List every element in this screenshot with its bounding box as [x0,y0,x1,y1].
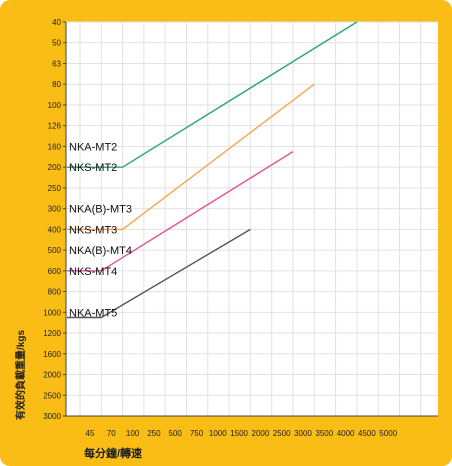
y-tick-label: 100 [48,101,62,110]
y-tick-label: 2500 [43,391,61,400]
y-tick-label: 126 [48,122,62,131]
x-tick-label: 70 [107,429,116,438]
y-tick-label: 1200 [43,329,61,338]
x-tick-label: 2000 [252,429,270,438]
series-line [67,21,358,168]
x-tick-label: 250 [147,429,161,438]
x-tick-label: 3500 [315,429,333,438]
x-tick-label: 5000 [379,429,397,438]
y-tick-label: 160 [48,142,62,151]
y-tick-label: 3000 [43,412,61,421]
x-tick-label: 45 [86,429,95,438]
series-annotation: NKS-MT2 [69,162,117,174]
x-tick-label: 4000 [337,429,355,438]
y-tick-label: 50 [52,39,61,48]
x-tick-label: 1000 [209,429,227,438]
annotations: NKA-MT2 NKS-MT2 NKA(B)-MT3 NKS-MT3 NKA(B)-MT… [69,141,132,319]
x-tick-label: 100 [126,429,140,438]
y-tick-label: 300 [48,205,62,214]
series-line [67,83,315,231]
series-line [67,151,294,272]
series-annotation: NKA(B)-MT3 [69,204,132,216]
x-tick-label: 4500 [358,429,376,438]
y-tick-label: 63 [52,59,61,68]
y-tick-label: 40 [52,18,61,27]
x-axis-label: 每分鐘/轉速 [84,446,142,460]
y-axis-label: 有效的負載重量/kgs [14,330,27,420]
series-annotation: NKS-MT4 [69,266,117,278]
x-tick-label: 750 [190,429,204,438]
x-tick-label: 500 [169,429,183,438]
y-tick-labels: 40 50 63 80 100 126 160 200 250 300 400 500 600 800 10… [43,18,66,421]
series-annotation: NKA-MT5 [69,307,117,319]
y-tick-label: 500 [48,246,62,255]
y-tick-label: 200 [48,163,62,172]
series-annotation: NKA-MT2 [69,141,117,153]
x-tick-label: 1500 [230,429,248,438]
series-lines [67,21,358,319]
axes [65,22,438,417]
y-tick-label: 2000 [43,371,61,380]
y-tick-label: 1600 [43,350,61,359]
y-tick-label: 400 [48,225,62,234]
plot-area [66,22,438,416]
y-tick-label: 1000 [43,308,61,317]
series-line [67,228,251,319]
series-annotation: NKA(B)-MT4 [69,245,132,257]
x-tick-labels: 45 70 100 250 500 750 1000 1500 2000 2500 3000 3500… [86,429,398,438]
series-annotation: NKS-MT3 [69,224,117,236]
y-tick-label: 250 [48,184,62,193]
x-tick-label: 2500 [273,429,291,438]
y-tick-label: 800 [48,288,62,297]
y-tick-label: 600 [48,267,62,276]
y-tick-label: 80 [52,80,61,89]
x-tick-label: 3000 [294,429,312,438]
